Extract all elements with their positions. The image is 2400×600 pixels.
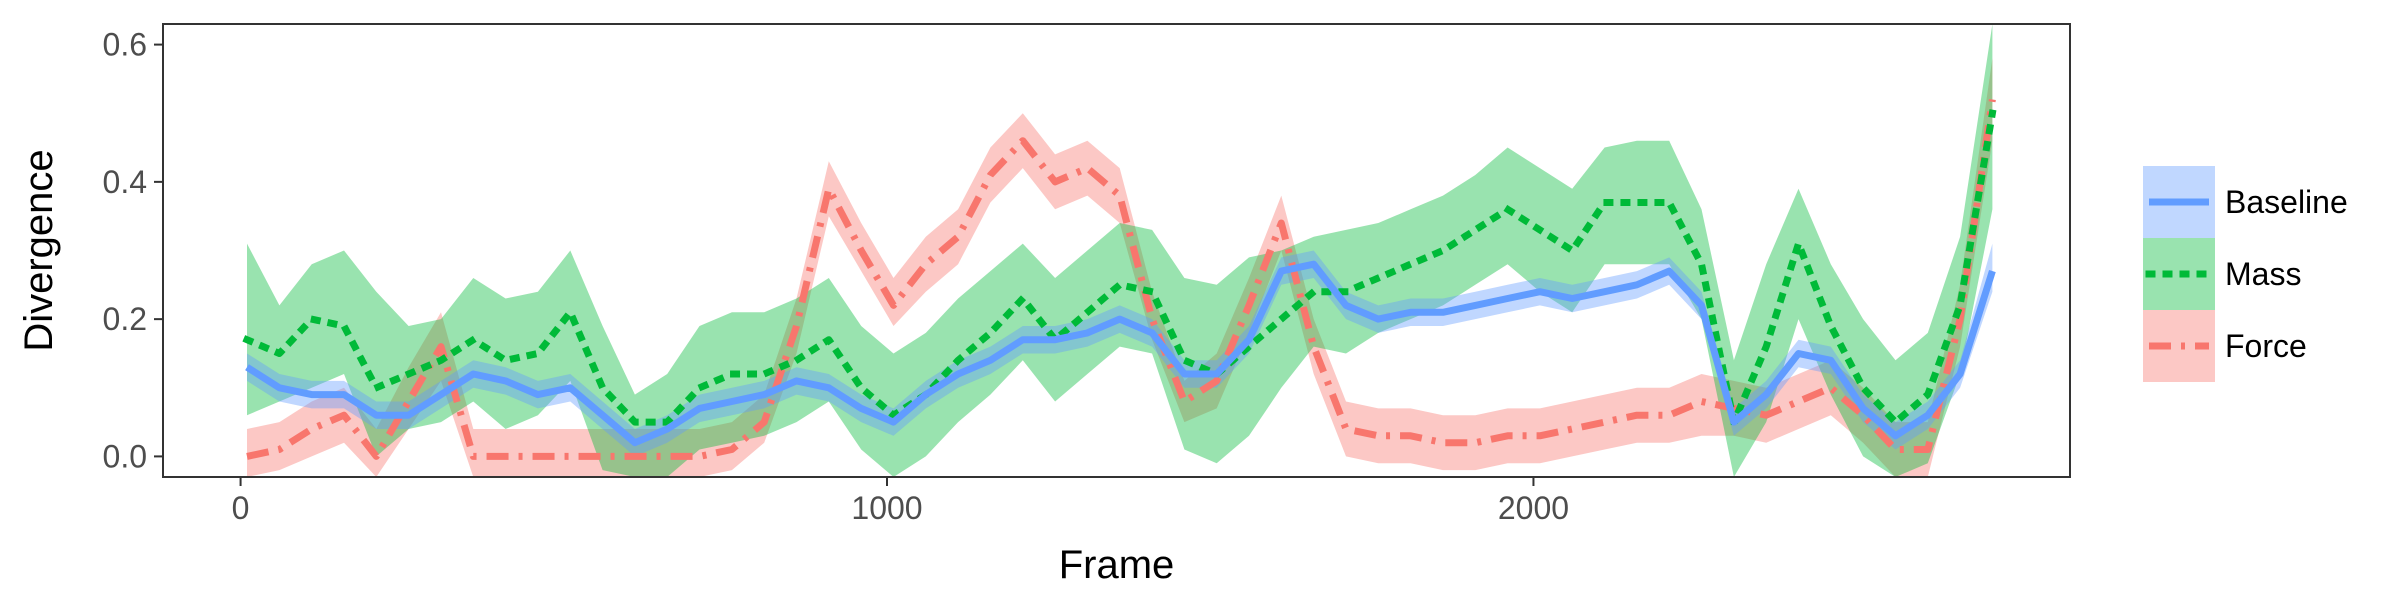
y-axis-title: Divergence: [17, 149, 61, 351]
line-force: [246, 98, 1996, 460]
x-tick-label: 0: [232, 490, 250, 526]
band-mass: [247, 24, 1993, 477]
axes: 0 1000 2000 0.0 0.2 0.4 0.6: [103, 27, 1570, 526]
legend-label-force: Force: [2225, 328, 2307, 364]
x-tick-label: 1000: [851, 490, 922, 526]
legend-label-mass: Mass: [2225, 256, 2301, 292]
plot-area: [242, 24, 1997, 477]
y-tick-label: 0.4: [103, 164, 147, 200]
y-tick-label: 0.2: [103, 301, 147, 337]
y-tick-label: 0.0: [103, 438, 147, 474]
legend: Baseline Mass Force: [2143, 166, 2348, 382]
legend-label-baseline: Baseline: [2225, 184, 2348, 220]
line-baseline: [245, 260, 1996, 447]
x-axis-title: Frame: [1059, 543, 1175, 587]
x-tick-label: 2000: [1498, 490, 1569, 526]
y-tick-label: 0.6: [103, 27, 147, 63]
plot-border: [162, 23, 2071, 478]
